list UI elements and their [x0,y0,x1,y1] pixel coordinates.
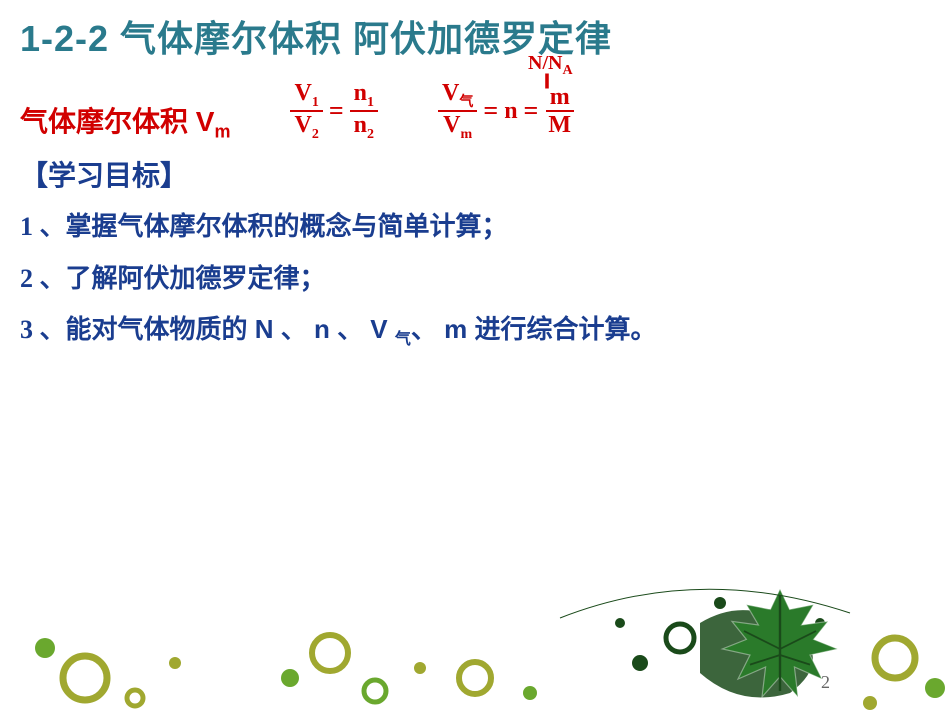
item-text: 掌握气体摩尔体积的概念与简单计算； [66,211,508,241]
frac-num: n1 [350,80,378,112]
slide-content: 1-2-2 气体摩尔体积 阿伏加德罗定律 气体摩尔体积 Vm V1 V2 = n… [0,0,950,713]
page-number: 2 [821,672,830,693]
frac-den: n2 [350,112,378,142]
equals-sign: = [524,96,539,126]
vertical-bars: || [544,72,547,90]
decoration-graphics [0,573,950,713]
equals-sign: = [483,96,498,126]
subtitle-row: 气体摩尔体积 Vm V1 V2 = n1 n2 N/NA || V气 Vm [20,80,930,142]
item-text-part2: 、 m 进行综合计算。 [411,314,657,344]
frac-den: V2 [290,112,322,142]
frac-den: M [544,112,575,138]
fraction-n1n2: n1 n2 [350,80,378,142]
slide-title: 1-2-2 气体摩尔体积 阿伏加德罗定律 [20,10,930,62]
frac-num: V1 [290,80,322,112]
fraction-mM: m M [544,84,575,139]
equals-sign: = [329,96,344,126]
fraction-vqvm: V气 Vm [438,80,477,142]
subtitle-subscript: m [214,121,230,141]
subtitle: 气体摩尔体积 Vm [20,100,230,143]
n-var: n [504,98,517,125]
formula-2: V气 Vm = n = m M [438,80,575,142]
frac-den: Vm [439,112,476,142]
objectives-heading: 【学习目标】 [20,154,930,194]
item-number: 3 、 [20,315,66,344]
objective-item-3: 3 、能对气体物质的 N 、 n 、 V 气、 m 进行综合计算。 [20,311,930,352]
fraction-v1v2: V1 V2 [290,80,322,142]
frac-num: V气 [438,80,477,112]
objective-item-1: 1 、掌握气体摩尔体积的概念与简单计算； [20,208,930,245]
frac-num: m [546,84,574,112]
formula-2-wrap: N/NA || V气 Vm = n = m M [438,80,575,142]
top-nna-label: N/NA [528,52,573,79]
item-text-part1: 能对气体物质的 N 、 n 、 V [66,314,395,344]
objective-item-2: 2 、了解阿伏加德罗定律； [20,260,930,297]
formula-1: V1 V2 = n1 n2 [290,80,378,142]
item-number: 1 、 [20,212,66,241]
item-number: 2 、 [20,264,66,293]
subtitle-text: 气体摩尔体积 V [20,106,214,137]
item-text: 了解阿伏加德罗定律； [66,263,326,293]
item-text-sub: 气 [395,331,411,348]
